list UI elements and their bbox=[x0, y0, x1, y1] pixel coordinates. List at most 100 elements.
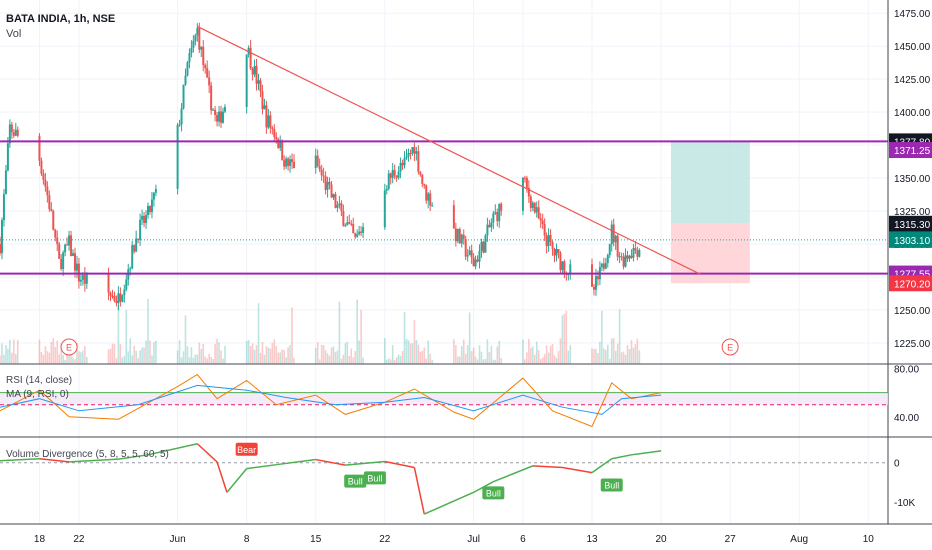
candle-body bbox=[314, 155, 317, 169]
candle-body bbox=[283, 160, 286, 167]
volume-bar bbox=[389, 359, 392, 364]
candle-body bbox=[425, 185, 428, 201]
candle-body bbox=[62, 252, 65, 269]
volume-bar bbox=[352, 357, 355, 364]
candle-body bbox=[85, 273, 88, 284]
volume-bar bbox=[1, 343, 3, 364]
candle-body bbox=[356, 234, 359, 237]
volume-bar bbox=[255, 345, 258, 364]
chart-title: BATA INDIA, 1h, NSE bbox=[6, 13, 116, 25]
volume-bar bbox=[190, 347, 193, 364]
candle-body bbox=[551, 241, 554, 249]
price-badge-label: 1270.20 bbox=[894, 279, 931, 290]
volume-bar bbox=[198, 342, 201, 364]
volume-bar bbox=[605, 349, 607, 364]
volume-bar bbox=[606, 344, 609, 364]
volume-bar bbox=[139, 350, 141, 364]
time-tick-label: Aug bbox=[790, 534, 808, 545]
volume-bar bbox=[462, 339, 465, 364]
candle-body bbox=[125, 279, 128, 290]
volume-bar bbox=[630, 340, 633, 364]
candle-body bbox=[184, 75, 187, 85]
candle-body bbox=[401, 162, 404, 166]
volume-bar bbox=[5, 344, 7, 364]
candle-body bbox=[119, 293, 122, 302]
vd-segment bbox=[147, 443, 198, 456]
price-tick-label: 1400.00 bbox=[894, 108, 931, 119]
candle-body bbox=[257, 80, 260, 84]
volume-bar bbox=[350, 348, 353, 364]
candle-body bbox=[387, 173, 390, 189]
candle-body bbox=[638, 249, 641, 257]
volume-bar bbox=[78, 351, 80, 364]
volume-bar bbox=[395, 357, 398, 364]
volume-bar bbox=[62, 354, 64, 364]
candle-body bbox=[109, 292, 112, 296]
volume-bar bbox=[391, 344, 394, 364]
volume-bar bbox=[326, 353, 329, 364]
price-badge-label: 1371.25 bbox=[894, 146, 931, 157]
vd-tick-label: 0 bbox=[894, 459, 900, 470]
volume-bar bbox=[466, 345, 469, 364]
vd-signal-label: Bull bbox=[348, 477, 363, 487]
candle-body bbox=[16, 129, 19, 136]
volume-bar bbox=[603, 348, 605, 364]
volume-bar bbox=[419, 351, 422, 364]
volume-bar bbox=[151, 355, 153, 364]
volume-bar bbox=[54, 346, 57, 364]
candle-body bbox=[344, 225, 347, 227]
volume-bar bbox=[247, 340, 250, 364]
candle-body bbox=[342, 211, 345, 226]
volume-bar bbox=[42, 354, 45, 364]
vd-segment bbox=[216, 461, 228, 493]
candle-body bbox=[464, 238, 467, 257]
volume-bar bbox=[72, 357, 74, 364]
volume-bar bbox=[224, 345, 226, 364]
candle-body bbox=[407, 153, 410, 157]
volume-bar bbox=[608, 358, 611, 364]
candle-body bbox=[202, 46, 205, 65]
earnings-marker-label: E bbox=[66, 343, 72, 353]
earnings-marker bbox=[721, 338, 739, 356]
candle-body bbox=[480, 241, 483, 251]
volume-bar bbox=[44, 346, 47, 364]
volume-bar bbox=[530, 348, 532, 364]
candle-body bbox=[350, 223, 353, 225]
candle-body bbox=[194, 35, 197, 41]
candle-body bbox=[281, 140, 284, 161]
volume-bar bbox=[480, 351, 483, 364]
vd-segment bbox=[591, 458, 613, 474]
candle-body bbox=[83, 274, 86, 284]
volume-bar bbox=[415, 339, 418, 364]
candle-body bbox=[332, 194, 335, 198]
candle-body bbox=[188, 53, 191, 63]
candle-body bbox=[12, 132, 15, 136]
volume-bar bbox=[348, 356, 351, 364]
volume-bar bbox=[149, 340, 151, 364]
volume-label: Vol bbox=[6, 28, 22, 40]
candle-body bbox=[348, 222, 351, 224]
volume-bar bbox=[115, 358, 118, 364]
vd-segment bbox=[631, 450, 662, 456]
candle-body bbox=[253, 65, 256, 75]
candle-body bbox=[391, 170, 394, 178]
volume-bar bbox=[407, 340, 410, 364]
volume-bar bbox=[249, 345, 252, 364]
volume-bar bbox=[76, 343, 78, 364]
candle-body bbox=[541, 220, 544, 225]
candle-body bbox=[500, 203, 503, 211]
rsi-tick-label: 80.00 bbox=[894, 364, 919, 375]
candle-body bbox=[113, 295, 116, 301]
volume-bar bbox=[123, 355, 126, 364]
volume-bar bbox=[453, 339, 455, 364]
volume-bar bbox=[121, 357, 124, 364]
candle-body bbox=[277, 139, 280, 148]
volume-bar bbox=[539, 359, 542, 364]
candle-body bbox=[600, 263, 603, 267]
volume-bar bbox=[334, 351, 337, 364]
candle-body bbox=[393, 170, 396, 176]
candle-body bbox=[492, 213, 495, 223]
volume-bar bbox=[84, 346, 86, 364]
vd-segment bbox=[315, 458, 346, 466]
